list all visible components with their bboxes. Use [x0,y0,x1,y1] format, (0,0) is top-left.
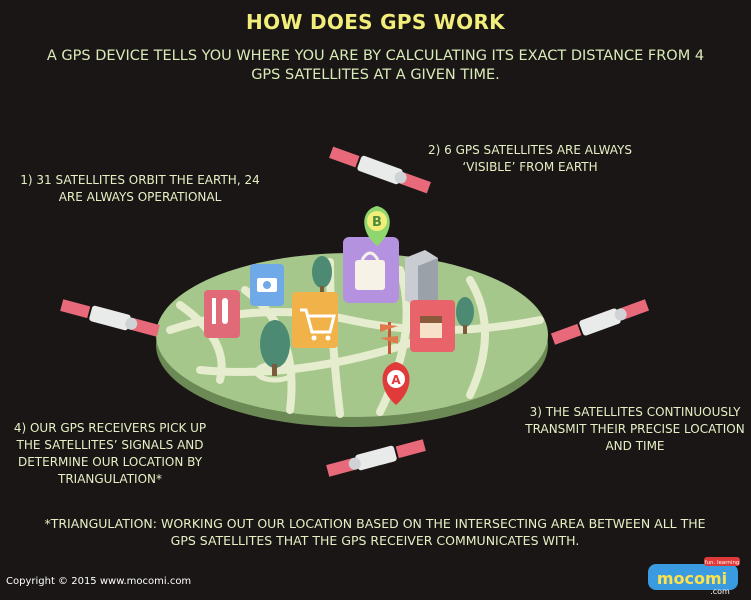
tree-icon [456,297,474,334]
fact-receivers-triangulate: 4) OUR GPS RECEIVERS PICK UP THE SATELLI… [13,421,207,486]
logo-tag: fun. learning [705,560,740,566]
mocomi-logo: mocomi .com fun. learning [648,557,740,596]
camera-icon [250,264,284,306]
map-pin-b-icon: B [364,206,390,246]
building-icon [405,250,438,308]
shopping-bag-icon [343,237,399,303]
pin-b-letter: B [372,215,382,230]
copyright: Copyright © 2015 www.mocomi.com [6,576,192,587]
fact-satellites-orbit: 1) 31 SATELLITES ORBIT THE EARTH, 24 ARE… [20,173,260,204]
triangulation-footnote: *TRIANGULATION: WORKING OUT OUR LOCATION… [44,516,706,548]
satellite-icon [550,299,650,345]
page-title: HOW DOES GPS WORK [246,10,505,34]
tree-icon [260,320,290,376]
page-subtitle: A GPS DEVICE TELLS YOU WHERE YOU ARE BY … [46,48,705,83]
logo-text: mocomi [657,569,727,588]
coffee-icon [410,300,455,352]
tree-icon [312,256,332,296]
satellite-icon [326,439,426,477]
fact-satellites-visible: 2) 6 GPS SATELLITES ARE ALWAYS ‘VISIBLE’… [428,143,632,174]
satellite-icon [329,146,431,194]
logo-sub: .com [710,587,730,596]
fact-satellites-transmit: 3) THE SATELLITES CONTINUOUSLY TRANSMIT … [525,405,745,453]
signpost-icon [380,322,398,354]
satellite-icon [60,299,160,337]
shopping-cart-icon [292,292,338,348]
pin-a-letter: A [391,373,401,387]
map-pin-a-icon: A [382,362,410,405]
restaurant-icon [204,290,240,338]
